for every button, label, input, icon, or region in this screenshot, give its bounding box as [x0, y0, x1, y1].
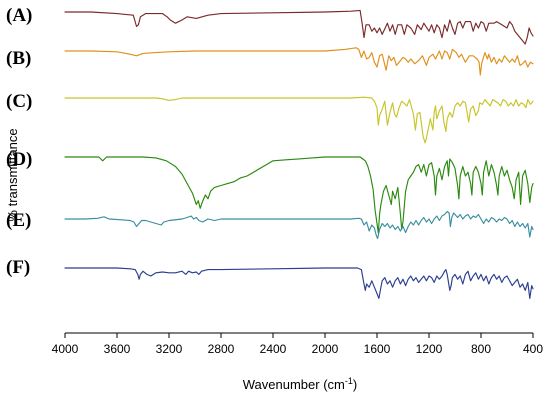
- x-tick-label-1200: 1200: [416, 342, 443, 356]
- series-label-a: (A): [6, 5, 32, 26]
- x-axis-title: Wavenumber (cm-1): [243, 376, 357, 392]
- x-tick-label-400: 400: [523, 342, 543, 356]
- x-axis-ticks: 4000 3600 3200 2800 2400 2000 1600 1200 800 400: [52, 333, 543, 356]
- x-axis-title-end: ): [353, 377, 357, 392]
- x-tick-label-3600: 3600: [104, 342, 131, 356]
- x-tick-label-3200: 3200: [156, 342, 183, 356]
- series-label-c: (C): [6, 91, 32, 112]
- spectrum-line-a: [64, 9, 534, 45]
- series-label-b: (B): [6, 48, 31, 69]
- x-tick-label-4000: 4000: [52, 342, 79, 356]
- x-tick-label-2400: 2400: [260, 342, 287, 356]
- spectrum-line-d: [64, 156, 534, 234]
- x-tick-label-2000: 2000: [312, 342, 339, 356]
- series-label-f: (F): [6, 257, 30, 278]
- spectrum-line-e: [64, 210, 534, 240]
- y-axis-title: % transmittance: [5, 128, 20, 221]
- x-axis-title-superscript: -1: [345, 376, 353, 386]
- x-tick-label-1600: 1600: [364, 342, 391, 356]
- spectrum-line-f: [64, 267, 534, 299]
- spectra-traces: [64, 9, 534, 299]
- series-label-d: (D): [6, 149, 32, 170]
- series-label-e: (E): [6, 210, 31, 231]
- spectrum-line-b: [64, 47, 534, 76]
- spectrum-line-c: [64, 96, 534, 144]
- x-tick-label-800: 800: [471, 342, 491, 356]
- series-labels: (A) (B) (C) (D) (E) (F): [6, 5, 32, 278]
- x-axis-title-main: Wavenumber (cm: [243, 377, 345, 392]
- x-tick-label-2800: 2800: [208, 342, 235, 356]
